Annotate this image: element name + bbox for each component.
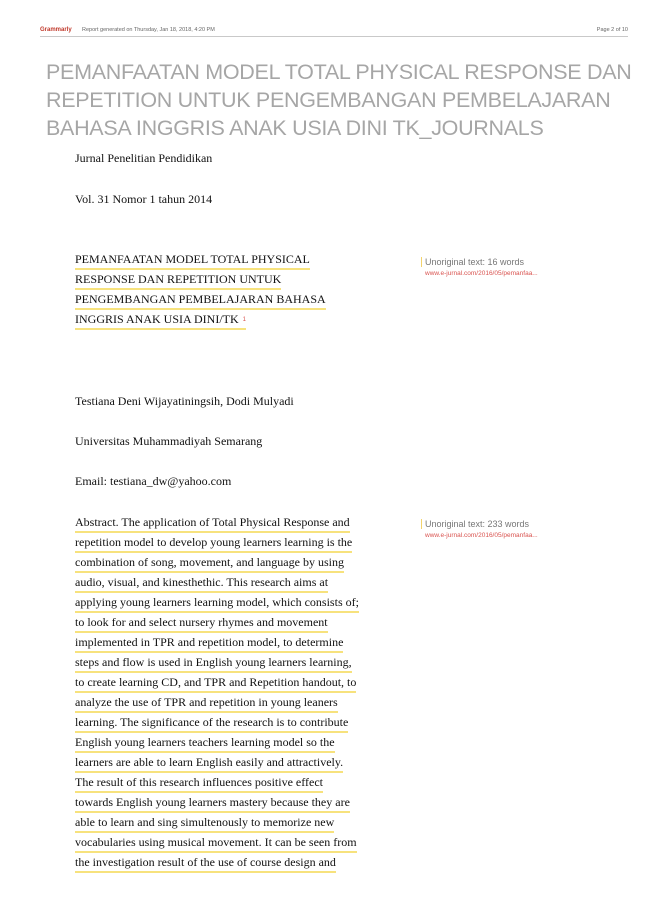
abstract-line[interactable]: towards English young learners mastery b…: [75, 795, 350, 813]
document-title-line: REPETITION UNTUK PENGEMBANGAN PEMBELAJAR…: [46, 88, 611, 112]
source-link[interactable]: www.e-jurnal.com/2016/05/pemanfaa...: [425, 270, 538, 277]
document-title: PEMANFAATAN MODEL TOTAL PHYSICAL RESPONS…: [46, 58, 636, 142]
abstract-line[interactable]: applying young learners learning model, …: [75, 595, 359, 613]
source-link[interactable]: www.e-jurnal.com/2016/05/pemanfaa...: [425, 532, 538, 539]
abstract-line[interactable]: repetition model to develop young learne…: [75, 535, 353, 553]
journal-volume: Vol. 31 Nomor 1 tahun 2014: [75, 192, 213, 206]
abstract-line[interactable]: learning. The significance of the resear…: [75, 715, 349, 733]
source-reference-marker[interactable]: 1: [242, 317, 247, 324]
abstract-line[interactable]: analyze the use of TPR and repetition in…: [75, 695, 338, 713]
abstract-line[interactable]: implemented in TPR and repetition model,…: [75, 635, 344, 653]
source-annotation: Unoriginal text: 233 words www.e-jurnal.…: [421, 519, 625, 539]
abstract-line[interactable]: able to learn and sing simultenously to …: [75, 815, 335, 833]
abstract-line[interactable]: combination of song, movement, and langu…: [75, 555, 344, 573]
abstract-line[interactable]: learners are able to learn English easil…: [75, 755, 344, 773]
abstract-line[interactable]: Abstract. The application of Total Physi…: [75, 515, 350, 533]
highlighted-line-text: INGGRIS ANAK USIA DINI/TK: [75, 312, 239, 326]
report-header: Grammarly Report generated on Thursday, …: [40, 24, 628, 37]
authors: Testiana Deni Wijayatiningsih, Dodi Muly…: [75, 394, 294, 408]
highlighted-line[interactable]: INGGRIS ANAK USIA DINI/TK 1: [75, 312, 247, 330]
page-number: Page 2 of 10: [596, 27, 628, 33]
abstract-line[interactable]: vocabularies using musical movement. It …: [75, 835, 357, 853]
abstract-line[interactable]: The result of this research influences p…: [75, 775, 324, 793]
abstract-line[interactable]: audio, visual, and kinesthethic. This re…: [75, 575, 329, 593]
unoriginal-text-count: Unoriginal text: 233 words: [421, 519, 625, 529]
affiliation: Universitas Muhammadiyah Semarang: [75, 434, 263, 448]
report-generated-text: Report generated on Thursday, Jan 18, 20…: [82, 27, 215, 33]
abstract-line[interactable]: to look for and select nursery rhymes an…: [75, 615, 328, 633]
document-title-line: PEMANFAATAN MODEL TOTAL PHYSICAL RESPONS…: [46, 60, 632, 84]
highlighted-line[interactable]: RESPONSE DAN REPETITION UNTUK: [75, 272, 282, 290]
highlighted-line[interactable]: PEMANFAATAN MODEL TOTAL PHYSICAL: [75, 252, 310, 270]
unoriginal-text-count: Unoriginal text: 16 words: [421, 257, 625, 267]
source-annotation: Unoriginal text: 16 words www.e-jurnal.c…: [421, 257, 625, 277]
abstract-line[interactable]: the investigation result of the use of c…: [75, 855, 336, 873]
author-email: Email: testiana_dw@yahoo.com: [75, 474, 232, 488]
document-title-line: BAHASA INGGRIS ANAK USIA DINI TK_JOURNAL…: [46, 116, 544, 140]
grammarly-logo: Grammarly: [40, 27, 72, 33]
abstract-line[interactable]: steps and flow is used in English young …: [75, 655, 352, 673]
abstract-line[interactable]: English young learners teachers learning…: [75, 735, 335, 753]
highlighted-line[interactable]: PENGEMBANGAN PEMBELAJARAN BAHASA: [75, 292, 326, 310]
abstract-line[interactable]: to create learning CD, and TPR and Repet…: [75, 675, 357, 693]
journal-name: Jurnal Penelitian Pendidikan: [75, 151, 213, 165]
